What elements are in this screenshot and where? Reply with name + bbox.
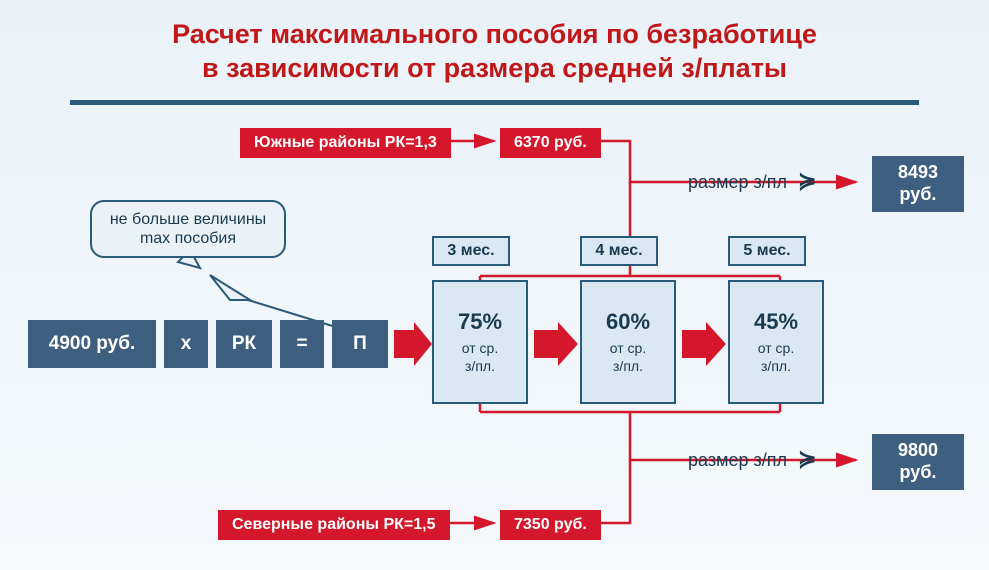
formula-rk: РК (216, 320, 272, 368)
max-benefit-callout: не больше величины max пособия (90, 200, 286, 258)
north-region-label: Северные районы РК=1,5 (218, 510, 450, 540)
north-region-text: Северные районы РК=1,5 (232, 516, 436, 533)
formula-p-text: П (353, 333, 367, 355)
title-underline (70, 100, 919, 105)
bottom-salary-label-text: размер з/пл (688, 450, 787, 470)
formula-mult: х (164, 320, 208, 368)
bottom-salary-box: 9800руб. (872, 434, 964, 490)
period-3-sub: от ср.з/пл. (758, 339, 794, 375)
formula-rk-text: РК (232, 333, 256, 355)
period-1-box: 75% от ср.з/пл. (432, 280, 528, 404)
ge-icon: ≽ (798, 168, 816, 193)
formula-mult-text: х (181, 333, 192, 355)
period-2-pct: 60% (606, 309, 650, 335)
period-3-months: 5 мес. (728, 236, 806, 266)
page-title: Расчет максимального пособия по безработ… (0, 0, 989, 86)
top-salary-label-text: размер з/пл (688, 172, 787, 192)
period-3-pct: 45% (754, 309, 798, 335)
period-3-box: 45% от ср.з/пл. (728, 280, 824, 404)
south-result-text: 6370 руб. (514, 134, 587, 151)
formula-eq-text: = (296, 333, 307, 355)
south-region-text: Южные районы РК=1,3 (254, 134, 437, 151)
south-result: 6370 руб. (500, 128, 601, 158)
formula-base-text: 4900 руб. (49, 333, 135, 355)
period-2-months-text: 4 мес. (595, 242, 642, 259)
title-line-2: в зависимости от размера средней з/платы (40, 52, 949, 86)
top-salary-label: размер з/пл ≽ (688, 168, 816, 194)
period-2-sub: от ср.з/пл. (610, 339, 646, 375)
top-salary-text: 8493руб. (898, 162, 938, 205)
north-result: 7350 руб. (500, 510, 601, 540)
north-result-text: 7350 руб. (514, 516, 587, 533)
south-region-label: Южные районы РК=1,3 (240, 128, 451, 158)
period-1-sub: от ср.з/пл. (462, 339, 498, 375)
ge-icon-2: ≽ (798, 446, 816, 471)
period-3-months-text: 5 мес. (743, 242, 790, 259)
period-2-box: 60% от ср.з/пл. (580, 280, 676, 404)
period-1-pct: 75% (458, 309, 502, 335)
period-2-months: 4 мес. (580, 236, 658, 266)
bottom-salary-text: 9800руб. (898, 440, 938, 483)
period-1-months-text: 3 мес. (447, 242, 494, 259)
formula-p: П (332, 320, 388, 368)
bottom-salary-label: размер з/пл ≽ (688, 446, 816, 472)
period-1-months: 3 мес. (432, 236, 510, 266)
callout-text: не больше величины max пособия (110, 211, 266, 247)
formula-base: 4900 руб. (28, 320, 156, 368)
formula-eq: = (280, 320, 324, 368)
top-salary-box: 8493руб. (872, 156, 964, 212)
title-line-1: Расчет максимального пособия по безработ… (40, 18, 949, 52)
